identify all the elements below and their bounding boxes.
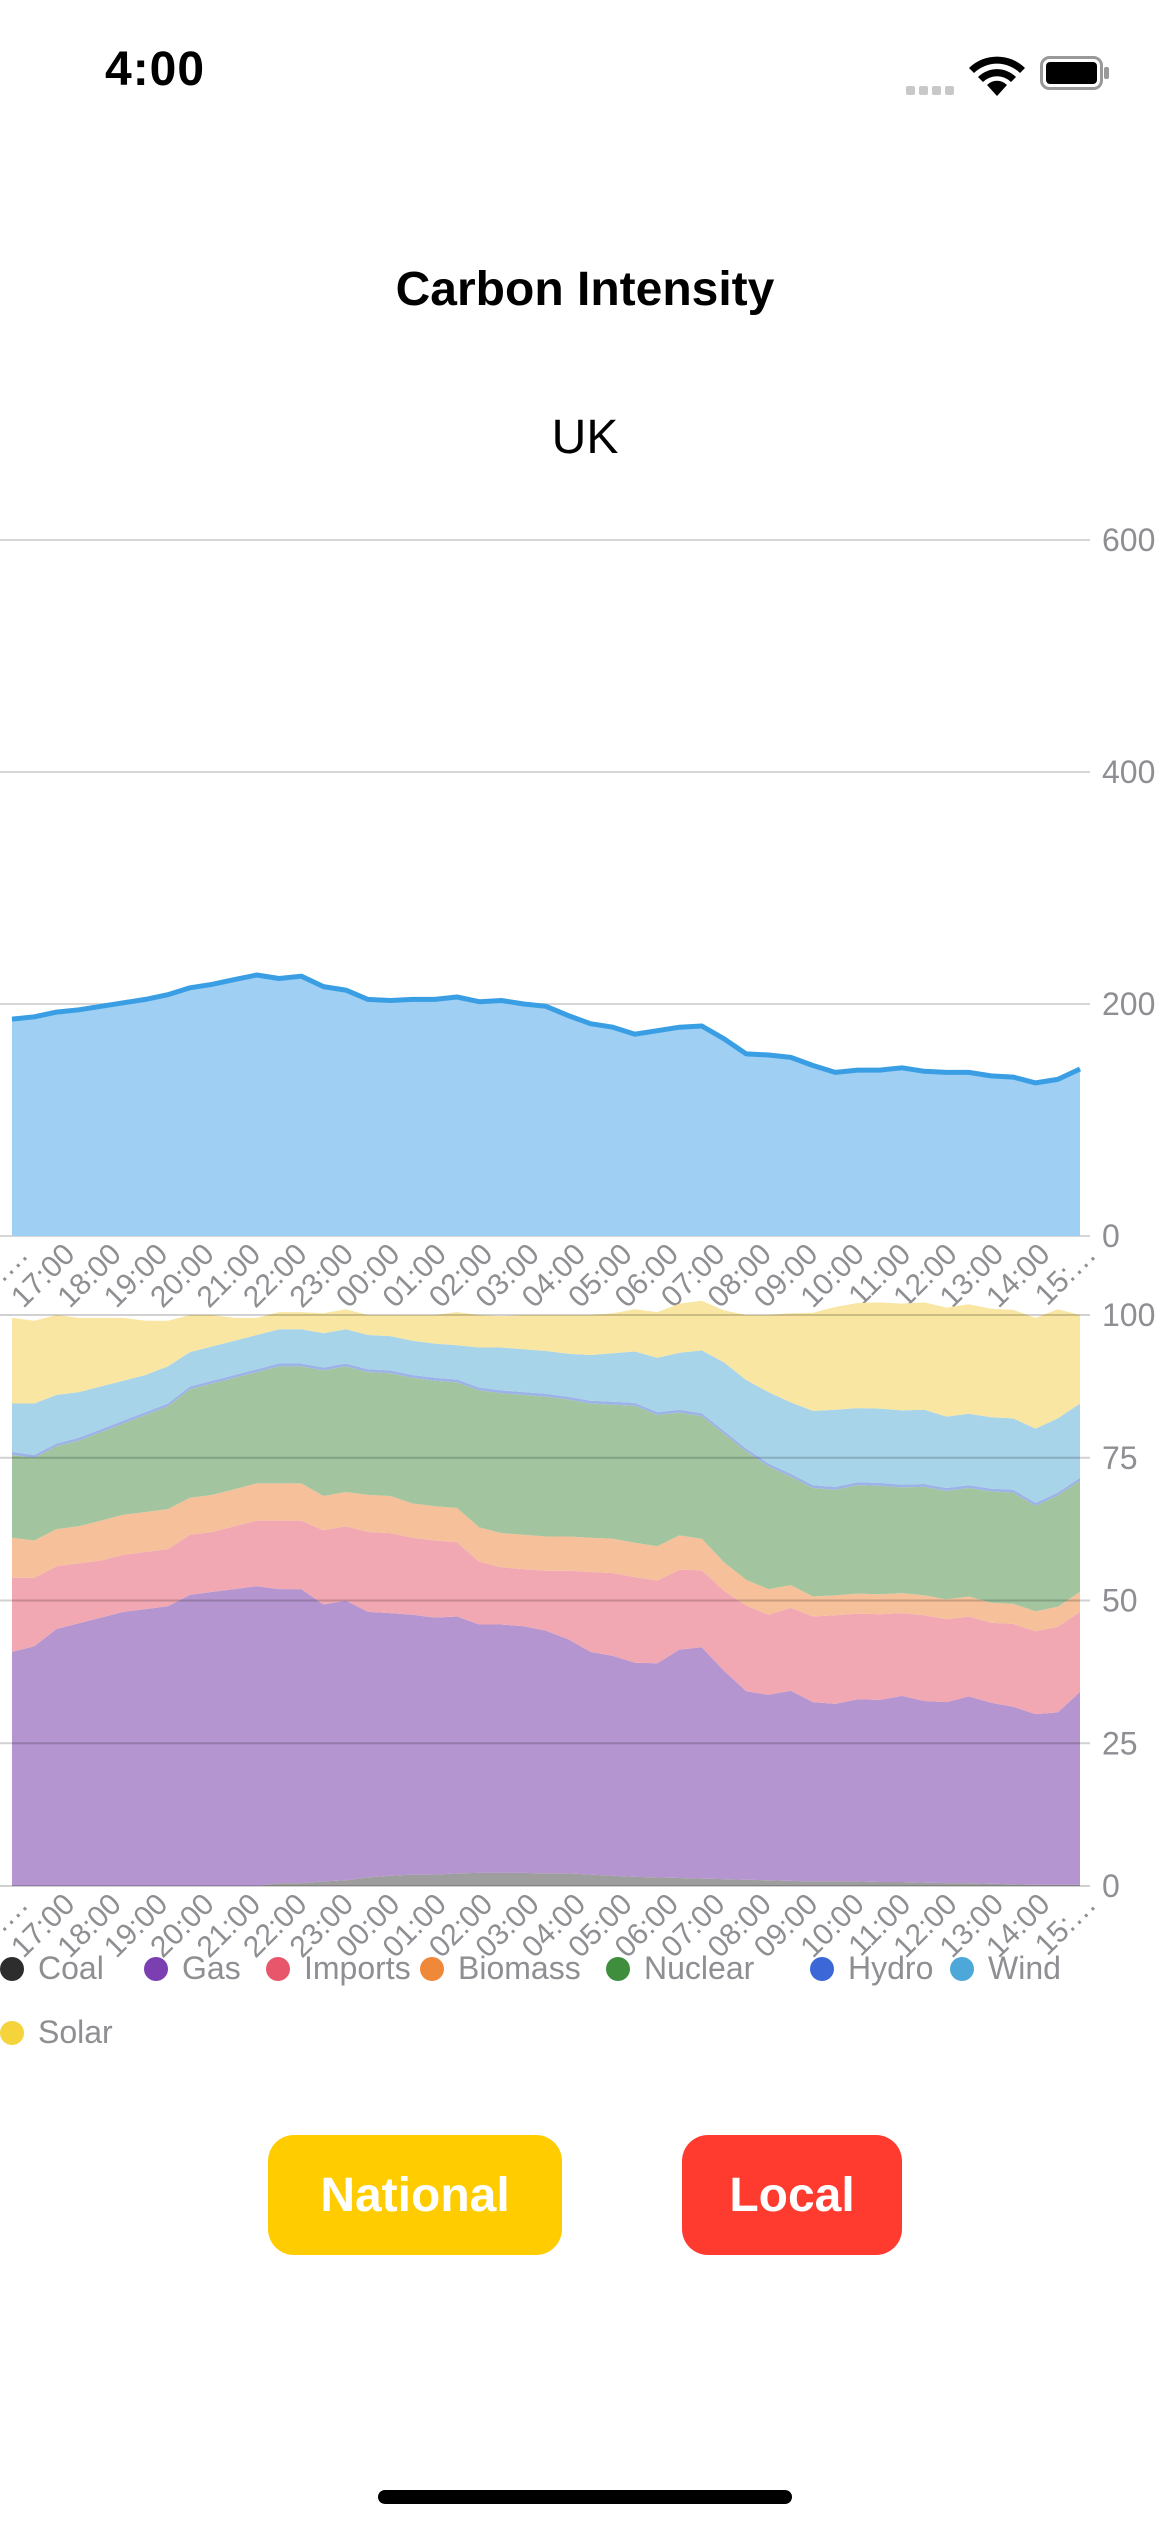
legend-swatch: [266, 1957, 290, 1981]
local-button[interactable]: Local: [682, 2135, 902, 2255]
legend-swatch: [606, 1957, 630, 1981]
mix-y-tick-label: 100: [1102, 1297, 1155, 1333]
legend-swatch: [420, 1957, 444, 1981]
legend-label: Biomass: [458, 1950, 581, 1986]
legend-label: Solar: [38, 2014, 113, 2050]
area-imports: [12, 1520, 1080, 1715]
intensity-y-tick-label: 600: [1102, 522, 1155, 558]
intensity-y-tick-label: 400: [1102, 754, 1155, 790]
intensity-area: [12, 975, 1080, 1236]
home-indicator: [378, 2490, 792, 2504]
legend-swatch: [810, 1957, 834, 1981]
area-nuclear: [12, 1366, 1080, 1612]
mix-y-tick-label: 75: [1102, 1440, 1138, 1476]
legend-swatch: [0, 2021, 24, 2045]
intensity-y-tick-label: 200: [1102, 986, 1155, 1022]
wifi-icon: [969, 56, 1025, 96]
area-gas: [12, 1586, 1080, 1886]
area-biomass: [12, 1483, 1080, 1632]
cellular-signal-icon: [906, 82, 958, 100]
legend-item-gas: Gas: [144, 1950, 241, 1987]
area-solar: [12, 1300, 1080, 1429]
mix-y-tick-label: 0: [1102, 1868, 1120, 1904]
status-time: 4:00: [105, 43, 206, 96]
legend-item-wind: Wind: [950, 1950, 1061, 1987]
legend-swatch: [950, 1957, 974, 1981]
legend-item-coal: Coal: [0, 1950, 104, 1987]
legend-swatch: [0, 1957, 24, 1981]
intensity-line: [11, 972, 1082, 1086]
legend-label: Imports: [304, 1950, 411, 1986]
area-wind: [12, 1329, 1080, 1503]
mix-y-tick-label: 25: [1102, 1725, 1138, 1761]
legend-item-biomass: Biomass: [420, 1950, 581, 1987]
legend-item-imports: Imports: [266, 1950, 411, 1987]
battery-icon: [1040, 56, 1109, 90]
legend-label: Coal: [38, 1950, 104, 1986]
legend-label: Nuclear: [644, 1950, 755, 1986]
legend-label: Gas: [182, 1950, 241, 1986]
legend-label: Hydro: [848, 1950, 934, 1986]
area-coal: [12, 1872, 1080, 1886]
status-bar: 4:00: [0, 0, 1170, 150]
national-button[interactable]: National: [268, 2135, 562, 2255]
legend-item-nuclear: Nuclear: [606, 1950, 754, 1987]
mix-y-tick-label: 50: [1102, 1583, 1138, 1619]
legend-item-solar: Solar: [0, 2014, 113, 2051]
carbon-intensity-chart: 020040060016:…17:0018:0019:0020:0021:002…: [0, 522, 1155, 1314]
legend-item-hydro: Hydro: [810, 1950, 933, 1987]
generation-mix-chart: 025507510016:…17:0018:0019:0020:0021:002…: [0, 1297, 1155, 1964]
legend-swatch: [144, 1957, 168, 1981]
legend-label: Wind: [988, 1950, 1061, 1986]
region-label: UK: [551, 411, 619, 464]
page-title: Carbon Intensity: [395, 263, 775, 316]
intensity-y-tick-label: 0: [1102, 1218, 1120, 1254]
